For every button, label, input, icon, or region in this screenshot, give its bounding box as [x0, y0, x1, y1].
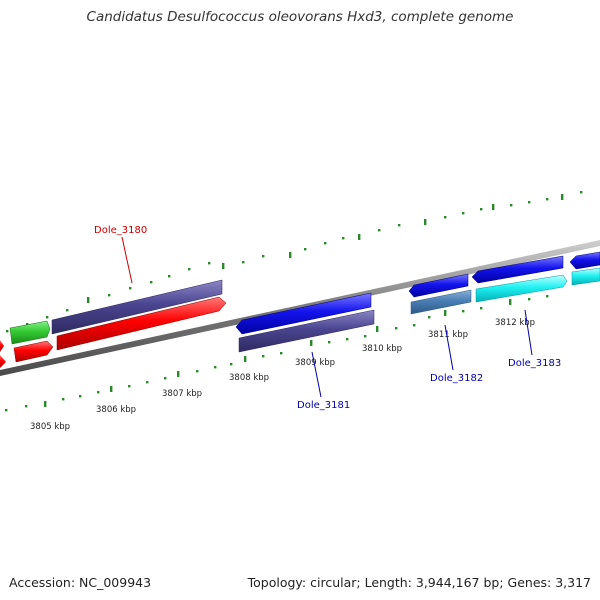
- gene-feature-blue[interactable]: [471, 255, 564, 284]
- callout-line-dole-3183: [524, 309, 533, 356]
- gene-feature-green[interactable]: [9, 320, 51, 345]
- gene-feature-purple[interactable]: [51, 279, 223, 335]
- gene-features-upper: [9, 251, 600, 345]
- scale-label: 3807 kbp: [162, 389, 202, 399]
- gene-label-dole-3182[interactable]: Dole_3182: [430, 373, 483, 384]
- callout-line-dole-3182: [444, 324, 454, 371]
- gene-feature-steelblue[interactable]: [410, 289, 472, 315]
- gene-feature-red[interactable]: [0, 340, 4, 352]
- scale-label: 3806 kbp: [96, 405, 136, 415]
- scale-label: 3811 kbp: [428, 330, 468, 340]
- outer-tick-ring: [6, 191, 583, 333]
- callout-line-dole-3180: [121, 236, 133, 284]
- gene-feature-red[interactable]: [0, 355, 6, 368]
- gene-features-lower: [0, 267, 600, 368]
- gene-feature-cyan[interactable]: [571, 267, 600, 286]
- gene-feature-blue[interactable]: [569, 251, 600, 270]
- gene-callouts: [121, 236, 533, 398]
- scale-tick-ring: [5, 295, 549, 412]
- accession-label: Accession: NC_009943: [9, 575, 152, 590]
- scale-label: 3812 kbp: [495, 318, 535, 328]
- scale-label: 3809 kbp: [295, 358, 335, 368]
- gene-feature-red[interactable]: [13, 340, 54, 363]
- scale-labels: 3805 kbp 3806 kbp 3807 kbp 3808 kbp 3809…: [30, 318, 535, 432]
- gene-feature-red[interactable]: [56, 296, 227, 351]
- gene-feature-blue[interactable]: [408, 273, 469, 298]
- callout-line-dole-3181: [311, 351, 322, 398]
- scale-label: 3810 kbp: [362, 344, 402, 354]
- scale-label: 3808 kbp: [229, 373, 269, 383]
- gene-label-dole-3181[interactable]: Dole_3181: [297, 400, 350, 411]
- topology-label: Topology: circular; Length: 3,944,167 bp…: [247, 575, 591, 590]
- gene-feature-blue[interactable]: [235, 292, 372, 335]
- page-title: Candidatus Desulfococcus oleovorans Hxd3…: [86, 9, 514, 25]
- scale-label: 3805 kbp: [30, 422, 70, 432]
- gene-label-dole-3183[interactable]: Dole_3183: [508, 358, 561, 369]
- gene-feature-cyan[interactable]: [475, 274, 568, 303]
- gene-feature-purple[interactable]: [238, 309, 375, 353]
- gene-label-dole-3180[interactable]: Dole_3180: [94, 225, 147, 236]
